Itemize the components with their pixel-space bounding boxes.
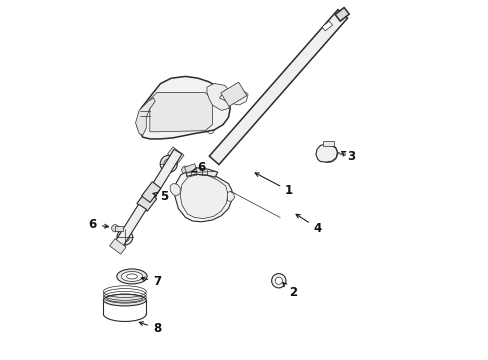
Polygon shape [135, 98, 155, 135]
Ellipse shape [103, 294, 146, 306]
Polygon shape [137, 76, 230, 139]
Polygon shape [186, 167, 217, 177]
Text: 2: 2 [282, 283, 296, 299]
Polygon shape [322, 21, 332, 31]
Circle shape [163, 159, 173, 169]
Ellipse shape [121, 271, 142, 282]
Polygon shape [206, 84, 231, 111]
Polygon shape [343, 152, 345, 157]
Polygon shape [184, 164, 196, 173]
Polygon shape [323, 141, 333, 146]
Text: 8: 8 [139, 322, 161, 335]
Polygon shape [170, 184, 180, 196]
Polygon shape [221, 82, 246, 106]
Text: 7: 7 [141, 275, 161, 288]
Polygon shape [180, 175, 227, 219]
Polygon shape [141, 182, 161, 202]
Polygon shape [175, 171, 231, 222]
Text: 3: 3 [341, 150, 355, 163]
Ellipse shape [117, 269, 147, 284]
Polygon shape [334, 8, 348, 21]
Circle shape [150, 98, 177, 125]
Circle shape [160, 108, 167, 114]
Text: 1: 1 [255, 173, 293, 197]
Circle shape [181, 166, 189, 174]
Circle shape [173, 85, 180, 93]
Polygon shape [115, 226, 123, 231]
Circle shape [271, 274, 285, 288]
Text: 5: 5 [153, 190, 168, 203]
Circle shape [173, 126, 180, 134]
Text: 4: 4 [295, 214, 321, 235]
Circle shape [193, 97, 213, 117]
Polygon shape [137, 191, 156, 211]
Polygon shape [209, 10, 347, 165]
Polygon shape [167, 147, 183, 162]
Circle shape [275, 277, 282, 284]
Polygon shape [219, 87, 247, 105]
Circle shape [197, 101, 209, 112]
Circle shape [117, 229, 132, 245]
Polygon shape [112, 204, 146, 252]
Polygon shape [227, 192, 234, 202]
Circle shape [206, 126, 214, 134]
Circle shape [160, 156, 177, 172]
Circle shape [155, 102, 173, 120]
Text: 6: 6 [88, 218, 108, 231]
Circle shape [120, 233, 129, 242]
Circle shape [111, 225, 119, 232]
Circle shape [319, 144, 337, 162]
Polygon shape [315, 144, 337, 162]
Polygon shape [149, 93, 212, 132]
Polygon shape [109, 239, 126, 254]
Text: 6: 6 [192, 161, 205, 174]
Ellipse shape [126, 274, 137, 279]
Polygon shape [146, 149, 182, 199]
Circle shape [324, 149, 332, 157]
